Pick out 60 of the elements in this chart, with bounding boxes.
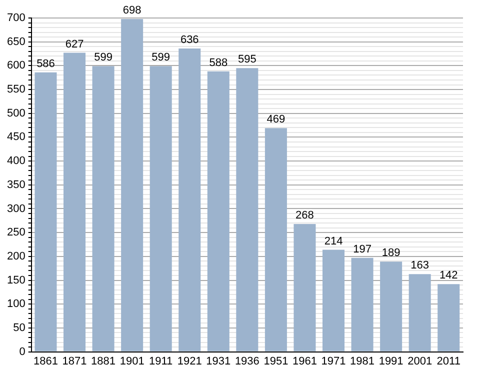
x-tick-label: 1951 bbox=[264, 355, 288, 368]
x-tick-label: 1861 bbox=[34, 355, 58, 368]
x-tick-label: 1971 bbox=[321, 355, 346, 368]
x-tick-label: 1871 bbox=[62, 355, 87, 368]
bar bbox=[351, 258, 374, 352]
data-label: 595 bbox=[238, 54, 256, 66]
data-label: 627 bbox=[65, 38, 84, 50]
y-tick-label: 300 bbox=[6, 202, 26, 215]
x-tick-label: 1921 bbox=[177, 355, 202, 368]
bar bbox=[150, 66, 172, 352]
y-tick-label: 550 bbox=[6, 84, 26, 96]
x-tick-label: 2001 bbox=[408, 355, 432, 368]
y-tick-label: 400 bbox=[6, 155, 26, 168]
y-tick-label: 450 bbox=[6, 131, 26, 144]
data-label: 214 bbox=[324, 235, 343, 248]
data-label: 698 bbox=[122, 4, 142, 16]
y-tick-label: 150 bbox=[6, 274, 26, 286]
data-label: 588 bbox=[209, 56, 228, 69]
y-tick-label: 250 bbox=[6, 226, 26, 239]
y-tick-label: 50 bbox=[13, 322, 26, 334]
y-tick-label: 200 bbox=[6, 250, 26, 262]
bar bbox=[34, 72, 57, 352]
x-tick-label: 2011 bbox=[436, 355, 460, 368]
x-tick-label: 1901 bbox=[120, 355, 144, 368]
data-label: 599 bbox=[152, 52, 170, 64]
data-label: 189 bbox=[382, 247, 400, 260]
data-label: 163 bbox=[410, 260, 430, 272]
bar bbox=[178, 48, 201, 352]
bar bbox=[380, 262, 402, 352]
x-tick-label: 1936 bbox=[234, 355, 260, 368]
y-tick-label: 600 bbox=[6, 60, 26, 72]
y-tick-label: 650 bbox=[6, 36, 26, 48]
bar bbox=[294, 224, 316, 352]
y-tick-label: 0 bbox=[19, 346, 26, 358]
bar bbox=[322, 250, 345, 352]
data-label: 197 bbox=[353, 243, 372, 256]
data-label: 599 bbox=[94, 52, 112, 64]
bar bbox=[207, 71, 230, 352]
x-tick-label: 1911 bbox=[149, 355, 173, 368]
x-tick-label: 1961 bbox=[292, 355, 317, 368]
y-tick-label: 100 bbox=[6, 298, 26, 310]
bar bbox=[408, 274, 431, 352]
data-label: 469 bbox=[266, 114, 286, 126]
x-tick-label: 1881 bbox=[91, 355, 116, 368]
data-label: 142 bbox=[439, 270, 458, 282]
bar bbox=[438, 284, 460, 352]
data-label: 636 bbox=[180, 34, 199, 46]
bar bbox=[264, 128, 287, 352]
x-tick-label: 1991 bbox=[378, 355, 404, 368]
bar bbox=[236, 68, 258, 352]
y-tick-label: 700 bbox=[6, 12, 26, 24]
data-label: 586 bbox=[36, 58, 55, 70]
y-tick-label: 500 bbox=[6, 107, 26, 120]
bar bbox=[121, 18, 144, 352]
y-tick-label: 350 bbox=[6, 178, 26, 191]
bar bbox=[92, 66, 114, 352]
bar bbox=[64, 52, 86, 352]
x-tick-label: 1931 bbox=[206, 355, 231, 368]
data-label: 268 bbox=[296, 210, 314, 222]
x-tick-label: 1981 bbox=[350, 355, 375, 368]
